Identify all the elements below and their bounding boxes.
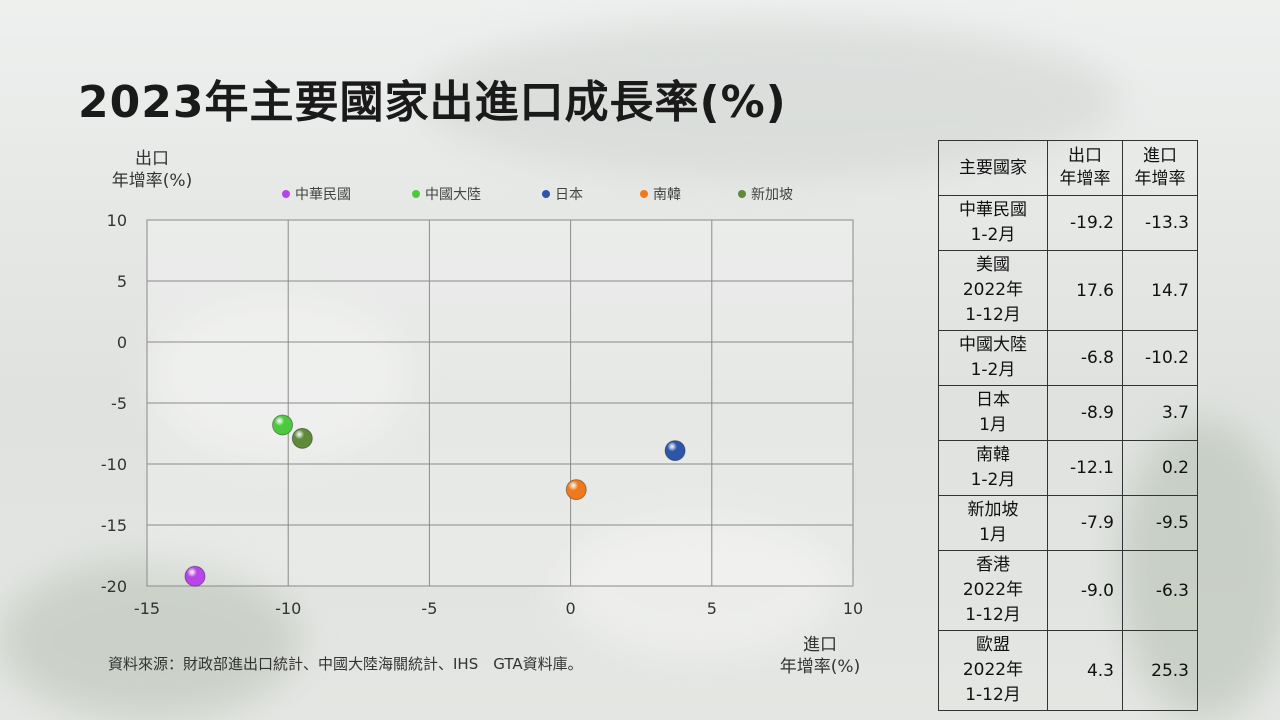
x-tick-label: 10 — [843, 599, 863, 618]
table-row: 新加坡 1月 -7.9 -9.5 — [938, 495, 1198, 551]
grid-lines — [146, 219, 854, 587]
legend-item: 中華民國 — [282, 184, 351, 204]
y-tick-label: -5 — [111, 394, 127, 413]
legend-label: 南韓 — [653, 187, 681, 203]
x-tick-label: -15 — [134, 599, 160, 618]
data-point — [565, 479, 587, 501]
background-flower — [560, 520, 840, 660]
legend-item: 日本 — [542, 184, 583, 204]
data-point — [664, 440, 686, 462]
chart-legend: 中華民國 中國大陸 日本 南韓 新加坡 — [282, 184, 842, 204]
y-axis-label: 出口 年增率(%) — [104, 148, 200, 192]
import-cell: 14.7 — [1122, 250, 1198, 331]
legend-marker-icon — [542, 190, 550, 198]
export-cell: -19.2 — [1047, 195, 1123, 251]
import-cell: 0.2 — [1122, 440, 1198, 496]
legend-label: 中國大陸 — [425, 187, 481, 203]
y-axis-label-line1: 出口 — [135, 149, 169, 169]
legend-marker-icon — [738, 190, 746, 198]
x-tick-label: 5 — [707, 599, 717, 618]
header-import: 進口 年增率 — [1122, 140, 1198, 196]
y-tick-label: -10 — [101, 455, 127, 474]
table-row: 中國大陸 1-2月 -6.8 -10.2 — [938, 330, 1198, 386]
y-axis-label-line2: 年增率(%) — [111, 171, 193, 191]
x-tick-label: 0 — [566, 599, 576, 618]
data-points — [184, 414, 686, 587]
x-axis-label: 進口 年增率(%) — [770, 634, 870, 678]
x-axis-label-line2: 年增率(%) — [779, 657, 861, 677]
country-cell: 香港 2022年 1-12月 — [938, 550, 1048, 631]
x-axis-label-line1: 進口 — [803, 635, 837, 655]
tick-labels: -15 -10 -5 0 5 10 10 5 0 -5 -10 -15 -20 — [101, 211, 863, 618]
country-cell: 新加坡 1月 — [938, 495, 1048, 551]
country-cell: 南韓 1-2月 — [938, 440, 1048, 496]
y-tick-label: -15 — [101, 516, 127, 535]
table-row: 美國 2022年 1-12月 17.6 14.7 — [938, 250, 1198, 331]
legend-item: 南韓 — [640, 184, 681, 204]
legend-item: 新加坡 — [738, 184, 793, 204]
data-point — [184, 565, 206, 587]
table-row: 歐盟 2022年 1-12月 4.3 25.3 — [938, 630, 1198, 711]
legend-marker-icon — [282, 190, 290, 198]
import-cell: -6.3 — [1122, 550, 1198, 631]
export-cell: 17.6 — [1047, 250, 1123, 331]
export-cell: -12.1 — [1047, 440, 1123, 496]
legend-marker-icon — [412, 190, 420, 198]
country-cell: 中華民國 1-2月 — [938, 195, 1048, 251]
legend-marker-icon — [640, 190, 648, 198]
legend-label: 新加坡 — [751, 187, 793, 203]
export-cell: -9.0 — [1047, 550, 1123, 631]
data-point — [272, 414, 294, 436]
header-country: 主要國家 — [938, 140, 1048, 196]
country-cell: 歐盟 2022年 1-12月 — [938, 630, 1048, 711]
y-tick-label: -20 — [101, 577, 127, 596]
background-foliage — [0, 560, 300, 720]
export-cell: -8.9 — [1047, 385, 1123, 441]
country-cell: 日本 1月 — [938, 385, 1048, 441]
import-cell: -9.5 — [1122, 495, 1198, 551]
export-cell: 4.3 — [1047, 630, 1123, 711]
data-point — [291, 427, 313, 449]
y-tick-label: 5 — [117, 272, 127, 291]
table-row: 日本 1月 -8.9 3.7 — [938, 385, 1198, 441]
import-cell: 3.7 — [1122, 385, 1198, 441]
import-cell: -10.2 — [1122, 330, 1198, 386]
import-cell: 25.3 — [1122, 630, 1198, 711]
legend-label: 中華民國 — [295, 187, 351, 203]
export-cell: -6.8 — [1047, 330, 1123, 386]
legend-item: 中國大陸 — [412, 184, 481, 204]
y-tick-label: 0 — [117, 333, 127, 352]
table-row: 香港 2022年 1-12月 -9.0 -6.3 — [938, 550, 1198, 631]
page-title: 2023年主要國家出進口成長率(%) — [78, 77, 787, 128]
x-tick-label: -10 — [275, 599, 301, 618]
table-row: 中華民國 1-2月 -19.2 -13.3 — [938, 195, 1198, 251]
table-header-row: 主要國家 出口 年增率 進口 年增率 — [938, 140, 1198, 196]
country-cell: 美國 2022年 1-12月 — [938, 250, 1048, 331]
export-cell: -7.9 — [1047, 495, 1123, 551]
growth-table: 主要國家 出口 年增率 進口 年增率 中華民國 1-2月 -19.2 -13.3 美國… — [938, 140, 1198, 711]
import-cell: -13.3 — [1122, 195, 1198, 251]
source-note: 資料來源：財政部進出口統計、中國大陸海關統計、IHS GTA資料庫。 — [108, 655, 583, 673]
country-cell: 中國大陸 1-2月 — [938, 330, 1048, 386]
table-row: 南韓 1-2月 -12.1 0.2 — [938, 440, 1198, 496]
x-tick-label: -5 — [421, 599, 437, 618]
legend-label: 日本 — [555, 187, 583, 203]
header-export: 出口 年增率 — [1047, 140, 1123, 196]
y-tick-label: 10 — [107, 211, 127, 230]
